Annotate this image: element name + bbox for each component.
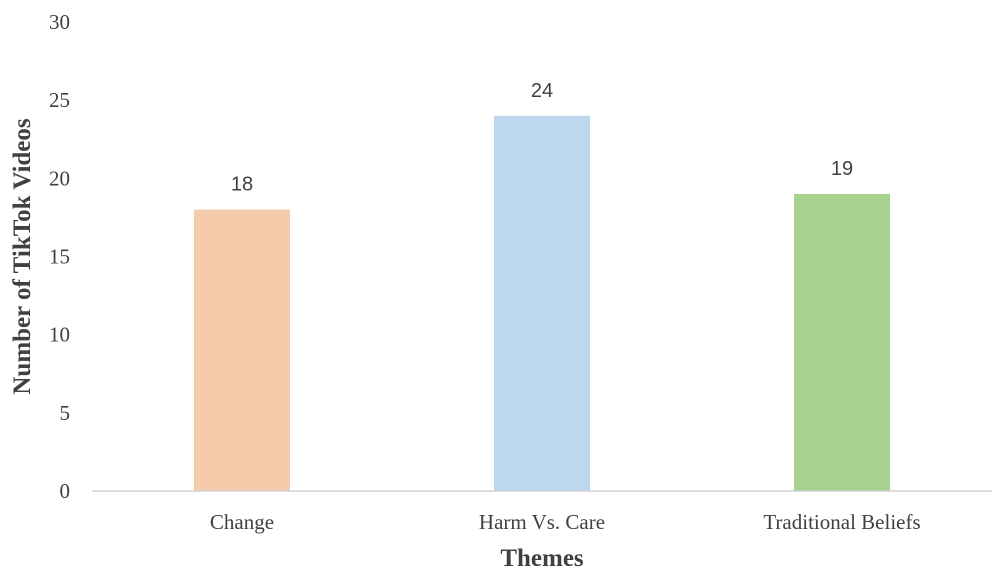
y-tick-label: 10 [49,323,70,347]
y-tick-label: 20 [49,166,70,190]
data-labels: 18 24 19 [231,80,853,196]
y-tick-label: 15 [49,245,70,269]
bar-value-label: 24 [531,80,553,102]
x-tick-label: Change [210,510,274,534]
y-tick-label: 25 [49,88,70,112]
bar-value-label: 18 [231,174,253,196]
bar-harm-vs-care [494,115,590,492]
x-axis-title: Themes [500,545,584,571]
x-tick-label: Traditional Beliefs [763,510,920,534]
y-tick-label: 0 [60,479,71,503]
y-axis-ticks: 0 5 10 15 20 25 30 [49,10,70,503]
y-tick-label: 30 [49,10,70,34]
bar-change [194,209,290,491]
x-axis-categories: Change Harm Vs. Care Traditional Beliefs [210,510,921,534]
bar-value-label: 19 [831,158,853,180]
y-axis-title: Number of TikTok Videos [9,118,36,395]
bar-traditional-beliefs [794,193,890,491]
bars [194,115,890,492]
x-tick-label: Harm Vs. Care [479,510,605,534]
y-tick-label: 5 [60,401,71,425]
